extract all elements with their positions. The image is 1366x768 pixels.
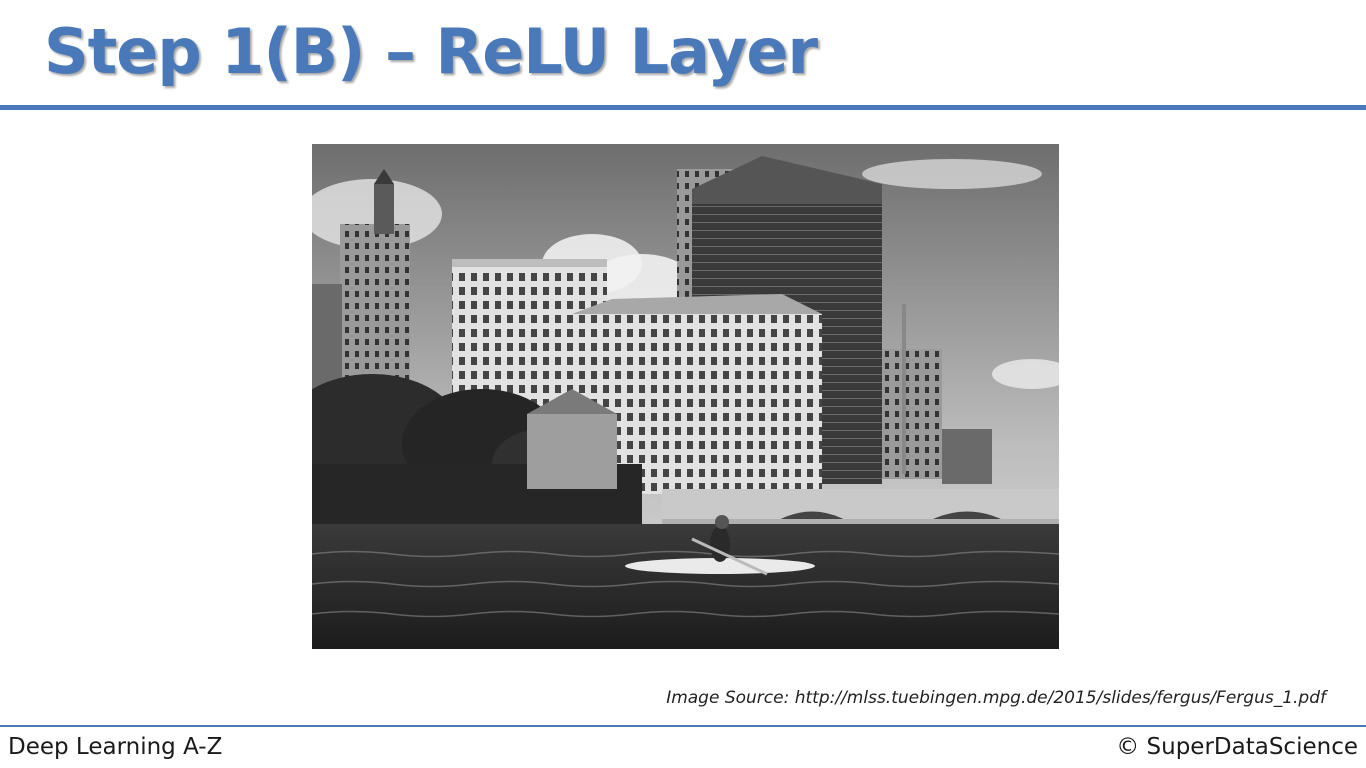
cityscape-photo [312,144,1059,649]
footer-divider [0,725,1366,727]
course-name: Deep Learning A-Z [8,734,223,760]
copyright-notice: © SuperDataScience [1116,734,1358,760]
title-divider [0,105,1366,110]
image-source-caption: Image Source: http://mlss.tuebingen.mpg.… [666,688,1326,708]
slide-title: Step 1(B) – ReLU Layer [44,15,818,88]
